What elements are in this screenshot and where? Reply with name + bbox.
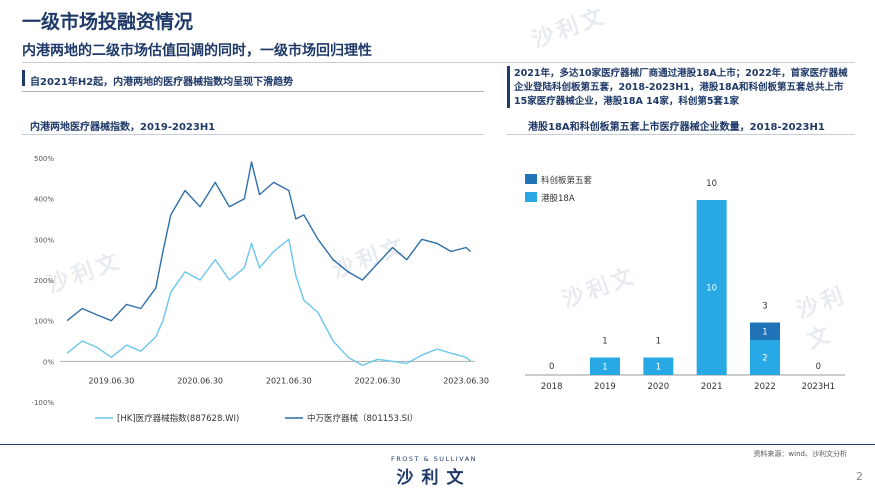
left-accent-bar bbox=[22, 70, 25, 86]
x-tick-label: 2021 bbox=[701, 382, 723, 392]
x-tick-label: 2019.06.30 bbox=[89, 376, 135, 385]
y-tick-label: -100% bbox=[31, 399, 54, 407]
line-chart-title: 内港两地医疗器械指数，2019-2023H1 bbox=[30, 122, 216, 133]
bar-total-label: 3 bbox=[762, 302, 767, 312]
x-tick-label: 2022 bbox=[754, 382, 776, 392]
source-note: 资料来源：wind、沙利文分析 bbox=[753, 450, 847, 458]
x-tick-label: 2022.06.30 bbox=[355, 376, 401, 385]
y-tick-label: 400% bbox=[34, 196, 54, 204]
left-summary-text: 自2021年H2起，内港两地的医疗器械指数均呈现下滑趋势 bbox=[30, 77, 294, 88]
bar-segment-label: 0 bbox=[656, 349, 661, 359]
x-tick-label: 2020.06.30 bbox=[177, 376, 223, 385]
y-tick-label: 500% bbox=[34, 155, 54, 163]
right-accent-bar bbox=[507, 66, 510, 108]
line-chart-title-divider bbox=[22, 134, 484, 135]
line-chart: 500% 400% 300% 200% 100% 0% -100% 2019.06.30 20… bbox=[31, 155, 489, 424]
x-tick-label: 2023H1 bbox=[802, 382, 835, 392]
bar-total-label: 0 bbox=[816, 362, 821, 372]
x-tick-label: 2019 bbox=[594, 382, 616, 392]
left-summary-divider bbox=[22, 91, 484, 92]
page-title: 一级市场投融资情况 bbox=[22, 11, 194, 33]
legend-swatch bbox=[525, 174, 537, 184]
legend-label: [HK]医疗器械指数(887628.WI) bbox=[117, 413, 239, 424]
bar-total-label: 1 bbox=[656, 337, 661, 347]
bar-segment-label: 10 bbox=[706, 284, 717, 294]
legend-swatch bbox=[525, 192, 537, 202]
bar-chart-title: 港股18A和科创板第五套上市医疗器械企业数量，2018-2023H1 bbox=[528, 122, 825, 133]
bar-total-label: 10 bbox=[706, 179, 717, 189]
logo-caption: FROST & SULLIVAN bbox=[390, 455, 478, 463]
bar-segment-label: 0 bbox=[709, 191, 714, 201]
x-tick-label: 2020 bbox=[648, 382, 670, 392]
y-tick-label: 300% bbox=[34, 236, 54, 244]
bar-segment-label: 2 bbox=[762, 354, 767, 364]
bar-total-label: 0 bbox=[549, 362, 554, 372]
bar-segment-label: 1 bbox=[602, 362, 607, 372]
x-tick-label: 2023.06.30 bbox=[443, 376, 489, 385]
bar-segment-label: 1 bbox=[762, 327, 767, 337]
page-subtitle: 内港两地的二级市场估值回调的同时，一级市场回归理性 bbox=[22, 43, 372, 59]
y-tick-label: 200% bbox=[34, 277, 54, 285]
footer-divider bbox=[0, 444, 875, 445]
series-line bbox=[66, 161, 472, 322]
bar-total-label: 1 bbox=[602, 337, 607, 347]
legend-label: 科创板第五套 bbox=[541, 175, 593, 186]
bar-segment-label: 1 bbox=[656, 362, 661, 372]
bar-segment bbox=[750, 322, 780, 340]
bar-segment bbox=[750, 340, 780, 375]
right-summary-text: 2021年，多达10家医疗器械厂商通过港股18A上市；2022年，首家医疗器械企… bbox=[514, 68, 848, 107]
watermark-logo: 沙利文 bbox=[528, 3, 611, 54]
bar-segment-label: 0 bbox=[602, 349, 607, 359]
page-number: 2 bbox=[856, 470, 863, 483]
header-divider bbox=[22, 62, 855, 63]
bar-segment bbox=[696, 200, 727, 375]
bar-segment bbox=[590, 357, 620, 375]
series-line bbox=[66, 238, 472, 367]
frost-sullivan-logo: 沙利文 bbox=[396, 468, 472, 488]
legend-label: 中万医疗器械（801153.SI） bbox=[307, 413, 418, 424]
x-tick-label: 2021.06.30 bbox=[266, 376, 312, 385]
bar-segment bbox=[643, 357, 674, 375]
legend-label: 港股18A bbox=[541, 193, 575, 204]
y-tick-label: 100% bbox=[34, 318, 54, 326]
bar-chart-title-divider bbox=[507, 134, 855, 135]
y-tick-label: 0% bbox=[43, 358, 54, 366]
x-tick-label: 2018 bbox=[541, 382, 563, 392]
